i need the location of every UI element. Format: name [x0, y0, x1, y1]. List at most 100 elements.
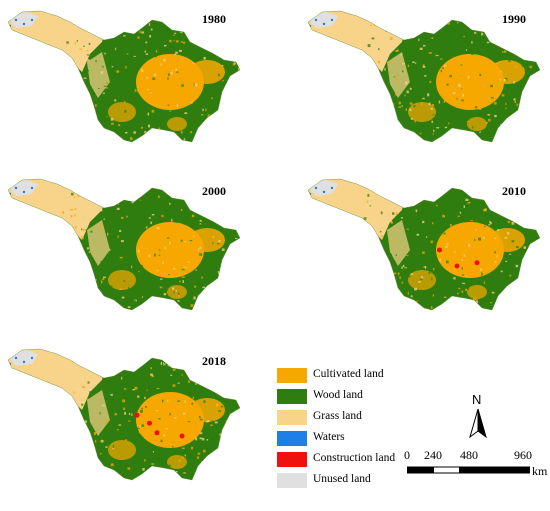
texture-patch — [459, 211, 462, 214]
texture-patch — [392, 212, 395, 215]
texture-patch — [422, 66, 426, 68]
texture-patch — [398, 106, 401, 108]
texture-patch — [496, 255, 498, 258]
texture-patch — [395, 78, 398, 82]
texture-patch — [83, 455, 86, 457]
legend-swatch — [277, 410, 307, 425]
texture-patch — [536, 44, 538, 46]
texture-patch — [161, 25, 164, 27]
texture-patch — [158, 233, 161, 235]
texture-patch — [62, 82, 64, 84]
texture-patch — [377, 60, 380, 64]
texture-patch — [143, 130, 145, 132]
texture-patch — [229, 428, 232, 431]
texture-patch — [410, 118, 413, 120]
texture-patch — [221, 65, 224, 67]
texture-patch — [64, 263, 66, 267]
texture-patch — [393, 76, 396, 78]
texture-patch — [134, 49, 137, 51]
texture-patch — [109, 51, 112, 53]
texture-patch — [511, 88, 513, 90]
texture-patch — [472, 126, 474, 129]
texture-patch — [370, 210, 372, 213]
texture-patch — [496, 259, 499, 262]
texture-patch — [216, 472, 219, 476]
texture-patch — [386, 224, 389, 227]
texture-patch — [381, 307, 384, 310]
texture-patch — [180, 239, 183, 242]
texture-patch — [484, 225, 486, 228]
texture-patch — [429, 196, 433, 199]
texture-patch — [484, 254, 486, 258]
texture-patch — [525, 144, 527, 146]
texture-patch — [225, 451, 227, 454]
texture-patch — [444, 126, 448, 129]
texture-patch — [372, 231, 374, 233]
construction-land-patch — [437, 247, 442, 253]
texture-patch — [488, 27, 491, 30]
texture-patch — [145, 41, 148, 44]
texture-patch — [100, 71, 104, 74]
texture-patch — [107, 81, 109, 84]
texture-patch — [73, 303, 75, 307]
texture-patch — [87, 59, 90, 62]
texture-patch — [378, 48, 380, 51]
texture-patch — [221, 391, 224, 395]
texture-patch — [204, 435, 207, 439]
texture-patch — [156, 226, 160, 230]
texture-patch — [100, 224, 103, 227]
texture-patch — [126, 419, 129, 422]
texture-patch — [382, 310, 383, 311]
texture-patch — [150, 373, 153, 376]
texture-patch — [372, 190, 376, 192]
texture-patch — [119, 429, 122, 432]
texture-patch — [509, 253, 512, 255]
texture-patch — [144, 131, 147, 133]
texture-patch — [214, 421, 218, 424]
texture-patch — [110, 406, 113, 409]
texture-patch — [232, 292, 235, 295]
texture-patch — [384, 97, 388, 99]
texture-patch — [191, 446, 194, 450]
texture-patch — [515, 264, 519, 268]
texture-patch — [95, 440, 97, 443]
texture-patch — [216, 85, 219, 87]
texture-patch — [139, 30, 141, 34]
texture-patch — [156, 387, 160, 390]
texture-patch — [409, 102, 413, 105]
texture-patch — [80, 300, 83, 303]
texture-patch — [176, 471, 178, 473]
texture-patch — [381, 102, 385, 105]
texture-patch — [133, 300, 137, 303]
texture-patch — [462, 135, 465, 139]
texture-patch — [431, 120, 434, 123]
texture-patch — [499, 211, 502, 214]
texture-patch — [413, 136, 416, 138]
texture-patch — [501, 292, 505, 294]
texture-patch — [397, 219, 400, 222]
texture-patch — [383, 86, 386, 88]
water-body — [314, 186, 318, 190]
texture-patch — [169, 442, 173, 444]
texture-patch — [144, 138, 147, 140]
texture-patch — [128, 286, 130, 290]
texture-patch — [103, 218, 105, 221]
texture-patch — [511, 221, 515, 225]
texture-patch — [184, 400, 186, 403]
texture-patch — [238, 79, 240, 83]
texture-patch — [499, 79, 502, 81]
texture-patch — [188, 484, 190, 486]
texture-patch — [526, 116, 529, 119]
texture-patch — [366, 122, 368, 125]
texture-patch — [85, 44, 89, 48]
texture-patch — [370, 69, 372, 72]
texture-patch — [225, 122, 227, 124]
texture-patch — [210, 206, 213, 208]
texture-patch — [144, 50, 147, 53]
texture-patch — [476, 256, 479, 259]
texture-patch — [83, 77, 87, 79]
texture-patch — [92, 22, 95, 26]
texture-patch — [97, 298, 100, 301]
texture-patch — [196, 456, 200, 459]
texture-patch — [536, 193, 538, 195]
